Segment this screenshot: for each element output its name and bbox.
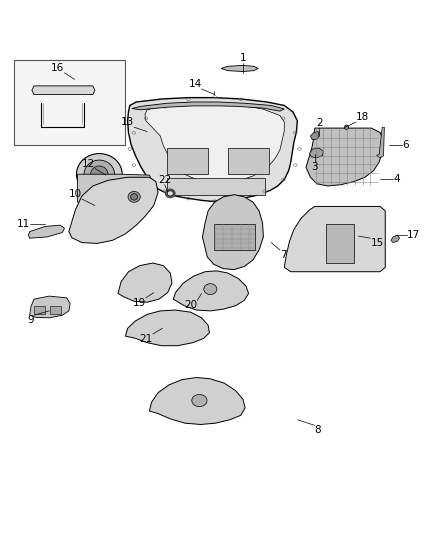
Text: 15: 15	[371, 238, 384, 248]
Polygon shape	[118, 263, 172, 302]
Text: 20: 20	[184, 301, 197, 310]
Polygon shape	[377, 127, 385, 158]
Ellipse shape	[192, 394, 207, 407]
Polygon shape	[78, 174, 154, 208]
Bar	[50, 305, 61, 314]
Ellipse shape	[131, 193, 138, 200]
Ellipse shape	[77, 154, 122, 195]
Polygon shape	[221, 66, 258, 71]
Text: 12: 12	[82, 159, 95, 168]
Text: 14: 14	[188, 79, 201, 89]
Ellipse shape	[128, 191, 140, 203]
Polygon shape	[127, 98, 297, 201]
Ellipse shape	[91, 166, 108, 182]
Text: 10: 10	[69, 189, 82, 199]
Ellipse shape	[84, 160, 115, 188]
Text: 16: 16	[51, 63, 64, 73]
Text: 18: 18	[356, 112, 369, 122]
Text: 4: 4	[393, 174, 400, 184]
Text: 9: 9	[28, 315, 34, 325]
Text: 7: 7	[280, 250, 286, 260]
Polygon shape	[391, 235, 399, 243]
Polygon shape	[306, 128, 384, 186]
Polygon shape	[125, 310, 209, 346]
Polygon shape	[32, 86, 95, 94]
Text: 1: 1	[240, 53, 246, 63]
Text: 6: 6	[402, 140, 408, 150]
Text: 8: 8	[315, 425, 321, 435]
Polygon shape	[311, 132, 319, 140]
Text: 3: 3	[311, 162, 318, 172]
Text: 11: 11	[17, 219, 30, 229]
Ellipse shape	[204, 284, 217, 295]
Polygon shape	[132, 102, 284, 111]
Text: 2: 2	[316, 118, 322, 128]
Polygon shape	[30, 296, 70, 318]
Polygon shape	[202, 195, 263, 270]
Polygon shape	[149, 377, 245, 424]
Polygon shape	[310, 148, 323, 158]
Bar	[34, 305, 45, 314]
Bar	[214, 224, 255, 250]
Text: 21: 21	[140, 334, 153, 344]
Bar	[14, 60, 125, 144]
Text: 22: 22	[158, 175, 171, 184]
Polygon shape	[145, 103, 284, 183]
Text: 19: 19	[133, 298, 146, 308]
Text: 17: 17	[407, 230, 420, 240]
Polygon shape	[284, 206, 385, 272]
Polygon shape	[28, 225, 64, 238]
Polygon shape	[173, 271, 249, 311]
Bar	[228, 148, 269, 174]
Ellipse shape	[166, 189, 175, 198]
Ellipse shape	[344, 125, 349, 130]
Bar	[167, 148, 208, 174]
Text: 13: 13	[121, 117, 134, 127]
Bar	[325, 224, 354, 263]
Bar	[167, 178, 265, 195]
Polygon shape	[69, 177, 158, 244]
Ellipse shape	[167, 191, 173, 196]
